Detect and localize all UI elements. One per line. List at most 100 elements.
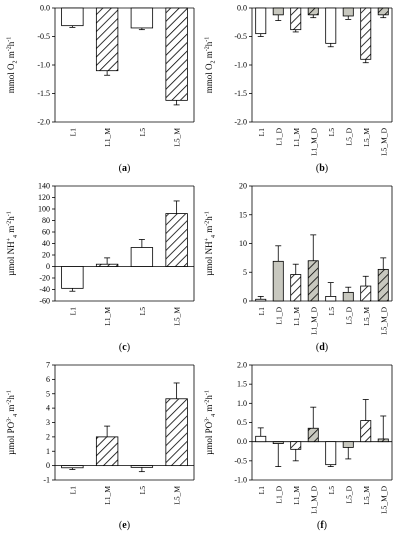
y-tick-label: -1 [43,476,50,485]
y-tick-label: -60 [39,297,50,306]
x-category-label: L1_M_D [309,127,318,156]
y-axis-label: µmol PO3-4 m-2h-1 [6,390,19,455]
x-category-label: L1_M_D [309,306,318,335]
x-category-label: L5_M [362,486,371,505]
y-axis-label: µmol NH+4 m-2h-1 [6,211,19,276]
y-tick-label: 3 [46,418,50,427]
y-axis-label: mmol O2 m-2h-1 [204,37,217,94]
panel-label: (b) [316,163,328,174]
bar-l1-m [290,441,302,450]
y-tick-label: 0 [46,262,50,271]
y-tick-label: 15 [239,210,247,219]
x-category-label: L5_M [173,128,182,147]
x-category-label: L5_M_D [379,127,388,156]
x-category-label: L1_M [292,307,301,326]
x-category-label: L1 [257,128,266,137]
y-tick-label: 1 [46,447,50,456]
bar-l5 [130,247,154,267]
y-tick-label: -0.5 [37,32,50,41]
x-category-label: L1_D [274,485,283,503]
bar-l5 [325,441,337,466]
x-category-label: L5 [138,307,147,316]
panel-label: (c) [119,342,130,353]
x-category-label: L1_M [292,128,301,147]
y-tick-label: 0.0 [40,4,50,13]
x-category-label: L5 [138,486,147,495]
bar-l1-m [95,263,119,267]
y-tick-label: 0 [243,297,247,306]
bar-l1 [61,266,84,289]
y-tick-label: 0 [46,461,50,470]
y-tick-label: -0.5 [234,456,247,465]
y-tick-label: 0.5 [237,418,247,427]
panel-label: (a) [119,163,131,174]
chart-panel-d: 0 5 10 15 20 L1 L1_D L1_M L1_M_D L5 L5_D L5_M L5_M_D… [204,182,393,353]
bar-l1 [255,7,267,35]
y-tick-label: 2 [46,432,50,441]
bar-l5-m [165,7,188,101]
y-tick-label: 4 [46,404,50,413]
x-category-label: L5_D [344,306,353,324]
x-category-label: L5_M_D [379,485,388,514]
chart-panel-b: 0.0 -0.5 -1.0 -1.5 -2.0 L1 L1_D L1_M L1_M_D L5 L5_… [204,4,393,174]
bar-l1 [61,465,84,469]
bar-l1 [61,7,84,27]
x-category-label: L1 [68,307,77,316]
y-tick-label: 5 [243,268,247,277]
bar-l5-d [342,291,354,302]
y-tick-label: -1.0 [234,61,247,70]
bar-l5 [130,465,154,468]
bar-l5 [325,295,337,302]
chart-panel-a: 0.0 -0.5 -1.0 -1.5 -2.0 L1 L1_M L5 L5_M mmol O2 m… [6,4,195,174]
bar-l5-m-d [377,268,389,302]
x-category-label: L1 [68,128,77,137]
y-tick-label: 20 [239,182,247,191]
bar-l1-d [272,7,284,16]
y-axis-label: µmol PO3-4 m-2h-1 [204,390,217,455]
x-category-label: L5 [327,307,336,316]
y-tick-label: 80 [42,216,50,225]
y-tick-label: -1.5 [37,89,50,98]
bar-l5-m [165,213,188,267]
y-tick-label: 0.0 [237,437,247,446]
bar-l5-d [342,441,354,448]
x-category-label: L5 [327,486,336,495]
x-category-label: L5_D [344,485,353,503]
panel-label: (f) [317,520,327,531]
y-tick-label: -0.5 [234,32,247,41]
y-tick-label: 60 [42,228,50,237]
bar-l1-m [95,436,119,467]
y-tick-label: 7 [46,361,50,370]
x-category-label: L1_M [292,486,301,505]
panel-label: (e) [119,520,130,531]
x-category-label: L1 [257,486,266,495]
y-tick-label: -20 [39,274,50,283]
y-tick-label: 1.5 [237,380,247,389]
x-category-label: L1_D [274,306,283,324]
x-category-label: L1_M [103,486,112,505]
y-tick-label: 140 [38,182,50,191]
bar-l1-m-d [307,260,319,302]
chart-panel-e: -1 0 1 2 3 4 5 6 7 L1 L1_M L5 L5_M µmol PO3-4 m-2h-1 (… [6,361,195,531]
y-tick-label: 6 [46,375,50,384]
y-tick-label: -2.0 [234,118,247,127]
y-tick-label: 2.0 [237,361,247,370]
bar-l5-m-d [377,438,389,443]
x-category-label: L1 [257,307,266,316]
y-tick-label: 100 [38,205,50,214]
bar-l1-d [272,441,284,444]
bar-l1-d [272,260,284,302]
bar-l1-m [290,274,302,302]
bar-l1 [255,435,267,443]
bar-l5-m [360,285,372,302]
chart-panel-c: -60 -40 -20 0 20 40 60 80 100 120 140 L1 L1_M L5 L5_M µ… [6,182,195,353]
bar-l5-m-d [377,7,389,16]
y-tick-label: 40 [42,239,50,248]
bar-l5-m [360,7,372,60]
bar-l5-d [342,7,354,17]
y-tick-label: 20 [42,251,50,260]
y-tick-label: 10 [239,239,247,248]
y-tick-label: -1.0 [234,476,247,485]
y-tick-label: -1.5 [234,89,247,98]
x-category-label: L5_M [173,307,182,326]
